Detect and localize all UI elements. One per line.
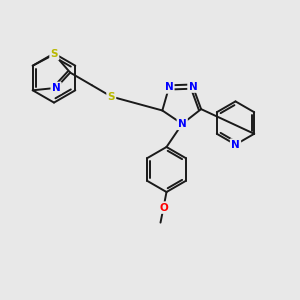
Text: O: O [159, 202, 168, 213]
Text: N: N [165, 82, 173, 92]
Text: N: N [231, 140, 240, 150]
Text: S: S [107, 92, 115, 102]
Text: N: N [188, 82, 197, 92]
Text: S: S [50, 49, 58, 59]
Text: N: N [52, 83, 61, 93]
Text: N: N [178, 119, 187, 129]
